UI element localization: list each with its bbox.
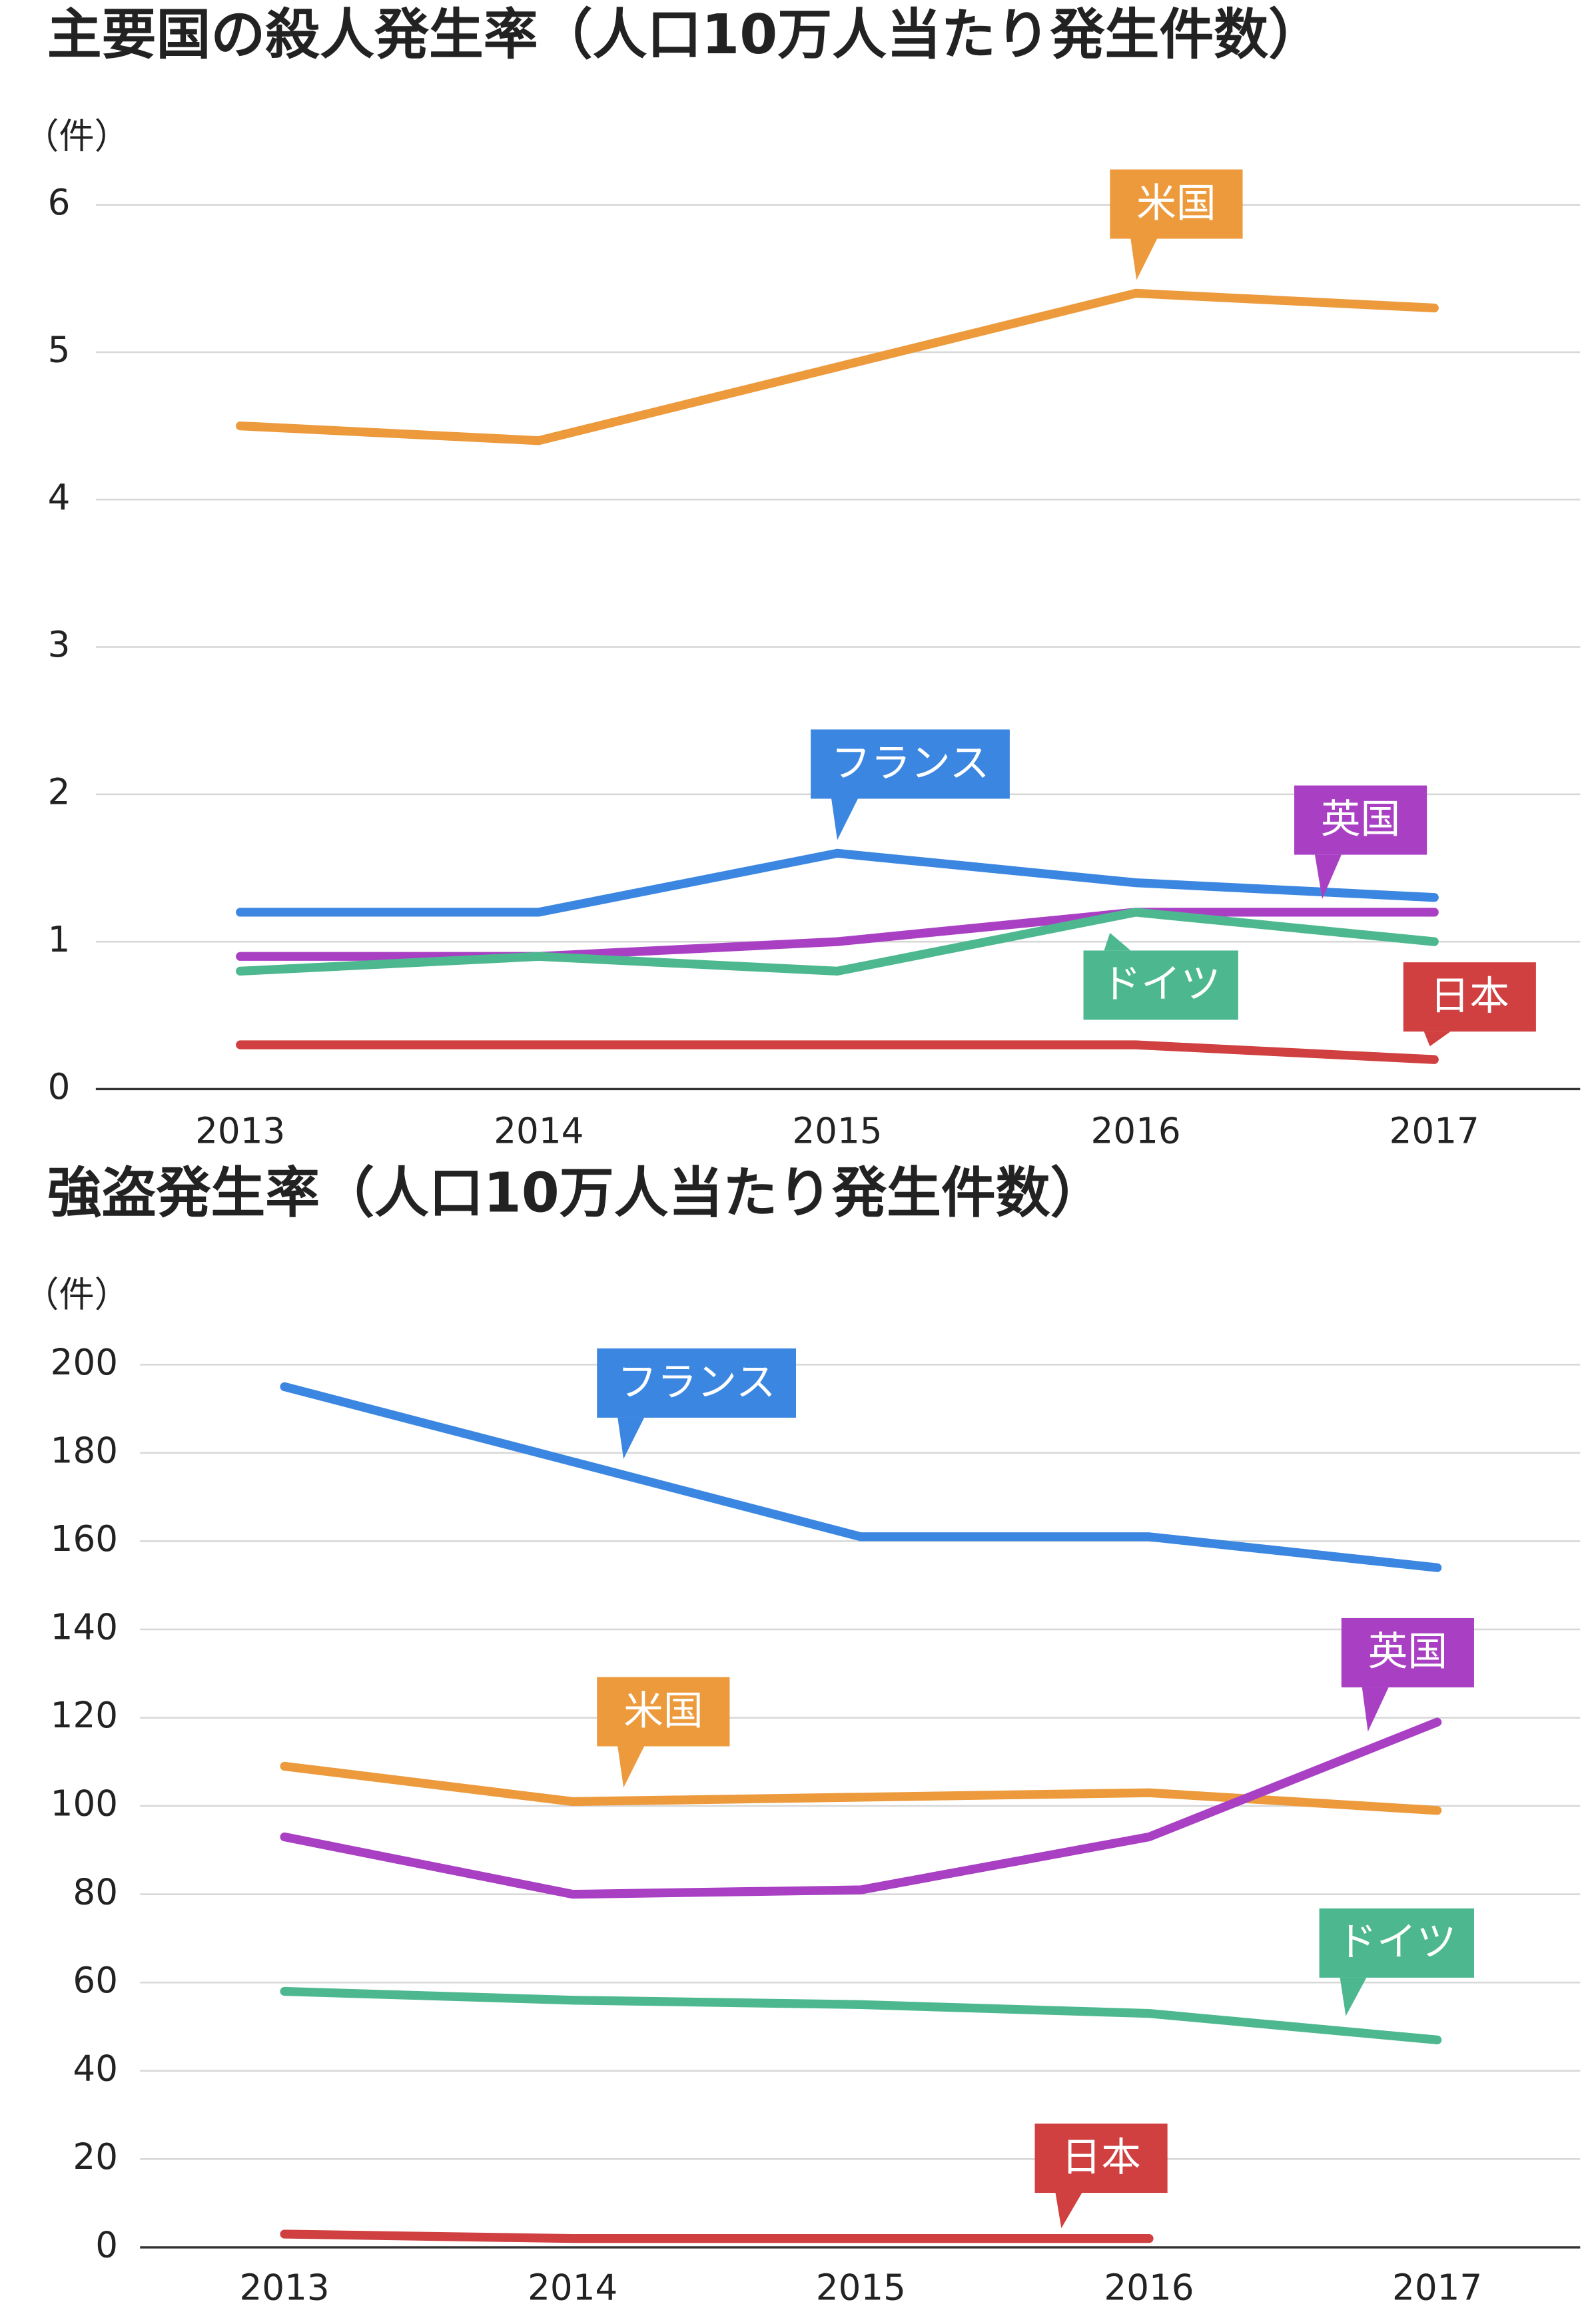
- callout-box: [1319, 1908, 1474, 1978]
- y-tick-label: 160: [51, 1518, 118, 1560]
- x-tick-label: 2016: [1091, 1110, 1181, 1151]
- callout-pointer: [1423, 1031, 1451, 1047]
- callout-pointer: [1362, 1687, 1389, 1732]
- legend-label: ドイツ: [1101, 962, 1220, 1008]
- callout-pointer: [1055, 2193, 1082, 2229]
- callout-box: [811, 729, 1010, 799]
- legend-label: ドイツ: [1337, 1920, 1456, 1966]
- series-line: [236, 848, 1439, 917]
- series-line: [280, 1382, 1442, 1572]
- callout-box: [1083, 950, 1238, 1020]
- x-tick-label: 2015: [792, 1110, 882, 1151]
- y-tick-label: 180: [51, 1430, 118, 1471]
- x-tick-label: 2014: [494, 1110, 584, 1151]
- series-line: [236, 908, 1439, 961]
- x-tick-label: 2017: [1392, 2267, 1482, 2309]
- callout-box: [1341, 1617, 1474, 1687]
- x-tick-label: 2014: [528, 2267, 617, 2309]
- legend-label: 日本: [1061, 2135, 1141, 2181]
- callout-box: [1110, 169, 1243, 239]
- legend-label: 米国: [1136, 180, 1216, 226]
- y-tick-label: 200: [51, 1342, 118, 1383]
- callout-box: [1034, 2124, 1168, 2193]
- legend-label: フランス: [617, 1360, 776, 1406]
- legend-label: 日本: [1430, 974, 1510, 1019]
- series-line: [280, 1717, 1442, 1899]
- y-tick-label: 1: [48, 919, 71, 960]
- y-tick-label: 140: [51, 1607, 118, 1648]
- chart-title: 強盗発生率（人口10万人当たり発生件数）: [47, 1161, 1105, 1225]
- y-tick-label: 6: [48, 182, 71, 223]
- callout-box: [1294, 785, 1427, 855]
- callout-pointer: [1130, 238, 1158, 280]
- series-line: [280, 2229, 1154, 2243]
- y-tick-label: 0: [95, 2225, 118, 2266]
- x-tick-label: 2016: [1104, 2267, 1194, 2309]
- callout-pointer: [1340, 1977, 1367, 2016]
- y-tick-label: 0: [48, 1066, 71, 1107]
- series-line: [236, 1040, 1439, 1064]
- chart-title: 主要国の殺人発生率（人口10万人当たり発生件数）: [47, 3, 1323, 67]
- legend-label: 米国: [623, 1688, 703, 1734]
- callout-box: [597, 1677, 730, 1747]
- y-tick-label: 40: [73, 2048, 118, 2089]
- y-axis-label: （件）: [23, 1274, 129, 1315]
- y-tick-label: 20: [73, 2136, 118, 2178]
- legend-label: 英国: [1321, 796, 1401, 842]
- y-tick-label: 120: [51, 1695, 118, 1736]
- series-line: [236, 908, 1439, 976]
- x-tick-label: 2017: [1390, 1110, 1479, 1151]
- y-tick-label: 100: [51, 1783, 118, 1825]
- y-axis-label: （件）: [23, 116, 129, 157]
- legend-label: 英国: [1368, 1629, 1448, 1675]
- y-tick-label: 3: [48, 624, 71, 665]
- callout-box: [1403, 962, 1536, 1032]
- callout-pointer: [1104, 932, 1131, 951]
- x-tick-label: 2015: [816, 2267, 906, 2309]
- y-tick-label: 5: [48, 330, 71, 371]
- y-tick-label: 60: [73, 1960, 118, 2001]
- legend-label: フランス: [831, 740, 990, 786]
- y-tick-label: 4: [48, 477, 71, 518]
- y-tick-label: 80: [73, 1871, 118, 1912]
- callout-pointer: [1314, 854, 1342, 899]
- x-tick-label: 2013: [195, 1110, 285, 1151]
- callout-box: [597, 1348, 796, 1418]
- series-line: [280, 1986, 1442, 2045]
- y-tick-label: 2: [48, 771, 71, 812]
- callout-pointer: [831, 798, 858, 840]
- series-line: [236, 288, 1439, 445]
- callout-pointer: [617, 1417, 645, 1459]
- x-tick-label: 2013: [240, 2267, 330, 2309]
- callout-pointer: [617, 1746, 645, 1788]
